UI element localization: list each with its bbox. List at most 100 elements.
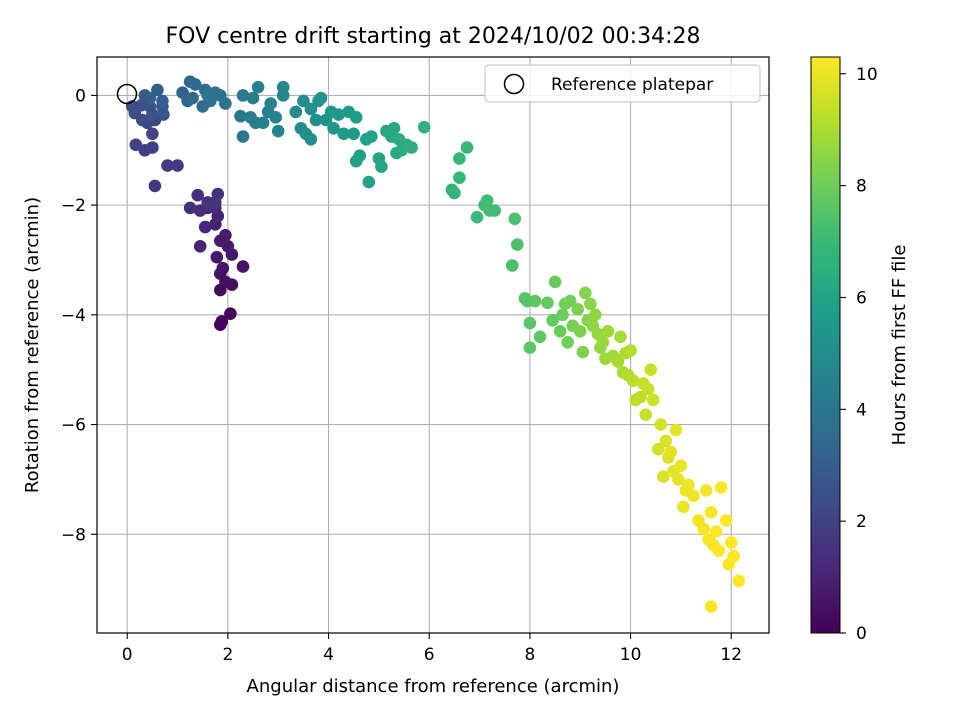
grid <box>97 57 769 633</box>
data-point <box>596 336 610 349</box>
colorbar-tick-label: 4 <box>856 400 867 420</box>
data-point <box>470 210 484 224</box>
data-point <box>151 83 164 97</box>
data-points <box>125 75 746 613</box>
colorbar-label: Hours from first FF file <box>889 245 910 446</box>
data-point <box>641 382 655 396</box>
data-point <box>561 336 574 349</box>
data-point <box>523 316 537 330</box>
data-point <box>276 89 290 102</box>
data-point <box>579 286 592 300</box>
data-point <box>601 325 615 338</box>
x-tick-label: 10 <box>620 645 642 665</box>
x-tick-label: 6 <box>424 645 435 665</box>
data-point <box>349 111 363 124</box>
x-tick-label: 8 <box>524 645 535 665</box>
data-point <box>219 229 232 242</box>
data-point <box>256 116 270 130</box>
data-point <box>304 102 318 116</box>
legend-box <box>484 64 761 103</box>
colorbar-tick-label: 10 <box>856 65 878 85</box>
data-point <box>576 345 590 359</box>
colorbar-ticks: 0 2 4 6 8 10 <box>840 65 878 644</box>
data-point <box>719 514 733 527</box>
data-point <box>624 344 637 357</box>
data-point <box>589 308 602 322</box>
data-point <box>687 489 700 503</box>
legend-label: Reference platepar <box>551 75 713 95</box>
data-point <box>264 97 278 110</box>
data-point <box>672 473 685 486</box>
data-point <box>453 152 466 165</box>
data-point <box>460 141 474 154</box>
data-point <box>654 418 668 431</box>
data-point <box>129 138 143 152</box>
data-point <box>704 506 718 519</box>
data-point <box>664 445 678 459</box>
data-point <box>732 574 746 588</box>
data-point <box>541 296 554 310</box>
data-point <box>405 141 418 154</box>
plot-frame <box>96 56 770 634</box>
data-point <box>337 127 351 141</box>
data-point <box>289 105 303 119</box>
colorbar-tick-label: 6 <box>856 288 867 308</box>
data-point <box>556 308 569 322</box>
data-point <box>511 238 524 251</box>
data-point <box>548 275 562 289</box>
x-tick-label: 12 <box>720 645 742 665</box>
data-point <box>611 355 625 368</box>
data-point <box>171 159 184 172</box>
data-point <box>309 113 323 127</box>
data-point <box>571 303 584 316</box>
x-tick-label: 2 <box>222 645 233 665</box>
y-tick-label: −4 <box>61 306 86 326</box>
y-tick-label: −8 <box>61 525 86 545</box>
data-point <box>156 94 169 108</box>
data-point <box>634 390 647 404</box>
data-point <box>553 325 567 338</box>
data-point <box>727 549 741 563</box>
data-point <box>508 212 522 226</box>
colorbar-tick-label: 0 <box>856 624 867 644</box>
data-point <box>193 240 207 253</box>
data-point <box>146 141 159 154</box>
data-point <box>644 363 657 377</box>
colorbar: 0 2 4 6 8 10 Hours from first FF file <box>810 56 910 644</box>
data-point <box>714 481 728 494</box>
data-point <box>271 124 285 138</box>
data-point <box>506 259 519 272</box>
y-tick-label: −6 <box>61 416 86 436</box>
x-tick-label: 4 <box>323 645 334 665</box>
data-point <box>657 470 670 484</box>
data-point <box>191 188 204 202</box>
colorbar-tick-label: 8 <box>856 177 867 197</box>
data-point <box>417 120 431 134</box>
legend-marker <box>503 73 525 95</box>
data-point <box>347 127 361 141</box>
data-point <box>210 250 224 264</box>
data-point <box>234 109 247 123</box>
data-point <box>674 459 688 473</box>
data-point <box>214 318 227 332</box>
colorbar-tick-label: 2 <box>856 512 867 532</box>
data-point <box>236 130 250 143</box>
x-tick-label: 0 <box>122 645 133 665</box>
data-point <box>480 194 494 207</box>
data-point <box>146 108 159 121</box>
data-point <box>201 196 214 209</box>
legend: Reference platepar <box>484 64 761 103</box>
data-point <box>528 294 542 308</box>
data-point <box>219 97 232 110</box>
data-point <box>724 536 738 549</box>
data-point <box>224 307 237 321</box>
y-tick-label: 0 <box>75 86 86 106</box>
data-point <box>704 600 718 613</box>
data-point <box>652 442 665 456</box>
data-point <box>362 175 376 189</box>
data-point <box>697 522 710 536</box>
data-point <box>251 80 265 94</box>
data-point <box>143 91 157 105</box>
data-point <box>186 91 199 105</box>
